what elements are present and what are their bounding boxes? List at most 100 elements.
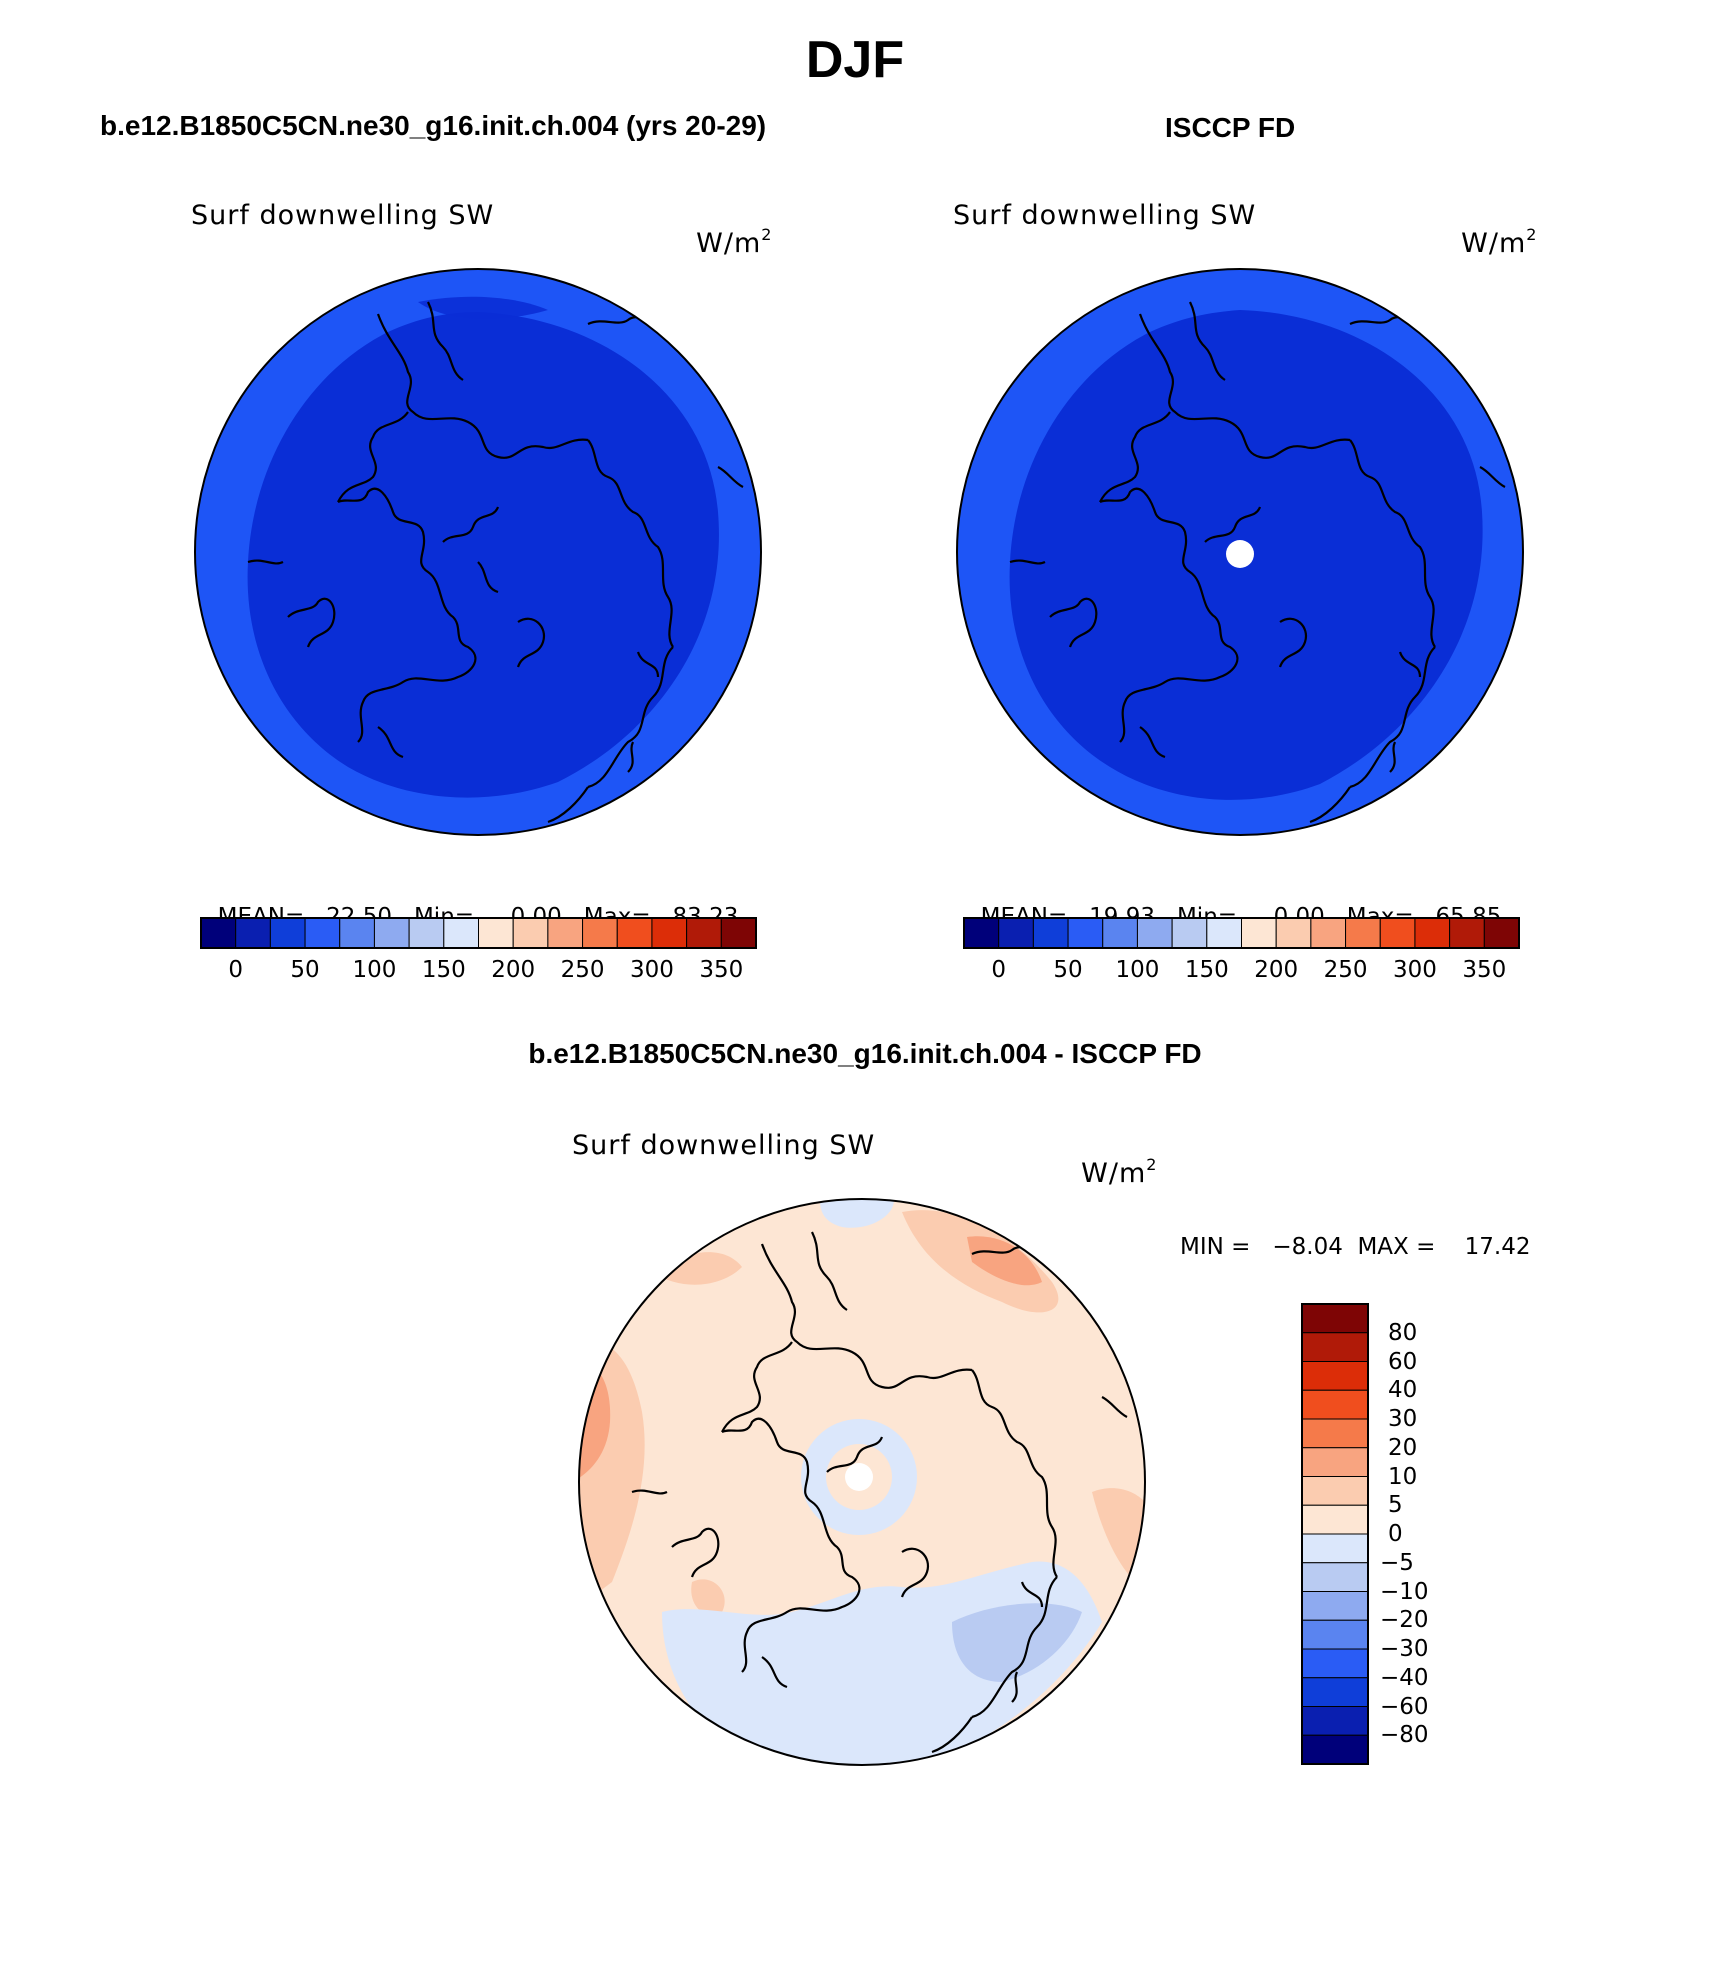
diff-map-neg-mid — [952, 1603, 1082, 1682]
colorbar-swatch — [1301, 1332, 1369, 1362]
colorbar-tick-label: 300 — [629, 957, 674, 983]
left-polar-map — [194, 268, 762, 836]
diff-panel-case-title: b.e12.B1850C5CN.ne30_g16.init.ch.004 - I… — [528, 1038, 1202, 1069]
colorbar-tick-label: 100 — [352, 957, 397, 983]
colorbar-swatch — [1301, 1677, 1369, 1707]
colorbar-tick-label: 200 — [1254, 957, 1299, 983]
colorbar-swatch — [269, 917, 306, 949]
colorbar-swatch — [582, 917, 618, 949]
colorbar-tick-label: 250 — [1323, 957, 1368, 983]
left-panel-units: W/m2 — [696, 225, 773, 259]
colorbar-swatch — [963, 917, 1000, 949]
left-horizontal-colorbar — [200, 917, 757, 949]
colorbar-swatch — [1275, 917, 1312, 949]
diff-colorbar-labels: 80 60 40 30 20 10 5 0 −5 −10 −20 −30 −40 −60 −80 — [1380, 1304, 1500, 1764]
colorbar-swatch — [373, 917, 410, 949]
colorbar-swatch — [1301, 1303, 1369, 1334]
right-panel-case-title: ISCCP FD — [1165, 112, 1296, 143]
right-horizontal-colorbar — [963, 917, 1520, 949]
colorbar-tick-label: 10 — [1388, 1463, 1418, 1490]
colorbar-swatch — [1301, 1361, 1369, 1391]
colorbar-tick-label: 250 — [560, 957, 605, 983]
diff-polar-map — [578, 1198, 1146, 1766]
colorbar-swatch — [1449, 917, 1485, 949]
colorbar-tick-label: 50 — [1053, 957, 1083, 983]
colorbar-tick-label: 350 — [1462, 957, 1507, 983]
colorbar-swatch — [651, 917, 688, 949]
left-map-coastlines — [247, 301, 744, 824]
colorbar-swatch — [339, 917, 375, 949]
colorbar-tick-label: 5 — [1388, 1492, 1403, 1519]
colorbar-swatch — [1032, 917, 1069, 949]
colorbar-tick-label: 80 — [1388, 1319, 1418, 1346]
colorbar-tick-label: −5 — [1380, 1549, 1414, 1576]
colorbar-tick-label: −80 — [1380, 1722, 1429, 1749]
colorbar-swatch — [1301, 1504, 1369, 1535]
colorbar-tick-label: 0 — [1388, 1521, 1403, 1547]
colorbar-tick-label: 0 — [228, 957, 244, 983]
colorbar-tick-label: −60 — [1380, 1693, 1429, 1720]
colorbar-swatch — [720, 917, 757, 949]
colorbar-tick-label: 150 — [421, 957, 466, 983]
colorbar-tick-label: 50 — [290, 957, 320, 983]
colorbar-tick-label: 30 — [1388, 1406, 1418, 1432]
right-panel-units: W/m2 — [1461, 225, 1538, 259]
right-panel-variable: Surf downwelling SW — [953, 200, 1257, 231]
colorbar-tick-label: −30 — [1380, 1636, 1429, 1662]
colorbar-tick-label: 300 — [1392, 957, 1437, 983]
colorbar-swatch — [1301, 1533, 1369, 1564]
colorbar-swatch — [1171, 917, 1208, 949]
colorbar-swatch — [1102, 917, 1138, 949]
colorbar-tick-label: 0 — [991, 957, 1007, 983]
colorbar-tick-label: 100 — [1115, 957, 1160, 983]
colorbar-swatch — [1301, 1591, 1369, 1621]
diff-map-missing-pole — [845, 1463, 873, 1491]
colorbar-swatch — [686, 917, 722, 949]
colorbar-swatch — [200, 917, 237, 949]
figure-title: DJF — [805, 31, 905, 89]
colorbar-swatch — [1483, 917, 1520, 949]
colorbar-swatch — [1301, 1648, 1369, 1679]
colorbar-swatch — [478, 917, 514, 949]
colorbar-tick-label: 40 — [1388, 1377, 1418, 1404]
diff-vertical-colorbar — [1301, 1303, 1369, 1765]
colorbar-swatch — [512, 917, 549, 949]
colorbar-swatch — [304, 917, 341, 949]
right-colorbar-labels: 0 50 100 150 200 250 300 350 — [964, 957, 1519, 987]
colorbar-swatch — [1136, 917, 1173, 949]
colorbar-swatch — [1301, 1389, 1369, 1420]
diff-panel-minmax: MIN = −8.04 MAX = 17.42 — [1180, 1234, 1531, 1260]
colorbar-tick-label: −40 — [1380, 1664, 1429, 1691]
colorbar-swatch — [1301, 1476, 1369, 1506]
colorbar-swatch — [1067, 917, 1104, 949]
diff-map-coastlines — [631, 1231, 1128, 1754]
colorbar-swatch — [998, 917, 1034, 949]
colorbar-tick-label: −10 — [1380, 1578, 1429, 1605]
colorbar-swatch — [235, 917, 271, 949]
colorbar-swatch — [1379, 917, 1416, 949]
colorbar-swatch — [616, 917, 653, 949]
colorbar-tick-label: 150 — [1184, 957, 1229, 983]
left-colorbar-labels: 0 50 100 150 200 250 300 350 — [201, 957, 756, 987]
colorbar-tick-label: −20 — [1380, 1607, 1429, 1634]
colorbar-swatch — [1301, 1447, 1369, 1477]
left-map-inner-field — [247, 312, 719, 798]
colorbar-swatch — [1345, 917, 1381, 949]
colorbar-swatch — [1206, 917, 1242, 949]
colorbar-tick-label: 20 — [1388, 1434, 1418, 1461]
colorbar-swatch — [1301, 1562, 1369, 1592]
colorbar-swatch — [1301, 1418, 1369, 1449]
colorbar-swatch — [1301, 1619, 1369, 1650]
diff-panel-variable: Surf downwelling SW — [572, 1130, 876, 1161]
colorbar-tick-label: 350 — [699, 957, 744, 983]
right-map-coastlines — [1009, 301, 1506, 824]
right-map-missing-pole — [1226, 540, 1254, 568]
colorbar-swatch — [1301, 1734, 1369, 1765]
colorbar-swatch — [1241, 917, 1277, 949]
colorbar-tick-label: 200 — [491, 957, 536, 983]
colorbar-swatch — [443, 917, 479, 949]
left-panel-case-title: b.e12.B1850C5CN.ne30_g16.init.ch.004 (yr… — [100, 110, 767, 141]
colorbar-swatch — [1310, 917, 1347, 949]
left-panel-variable: Surf downwelling SW — [191, 200, 495, 231]
diff-panel-units: W/m2 — [1081, 1155, 1158, 1189]
